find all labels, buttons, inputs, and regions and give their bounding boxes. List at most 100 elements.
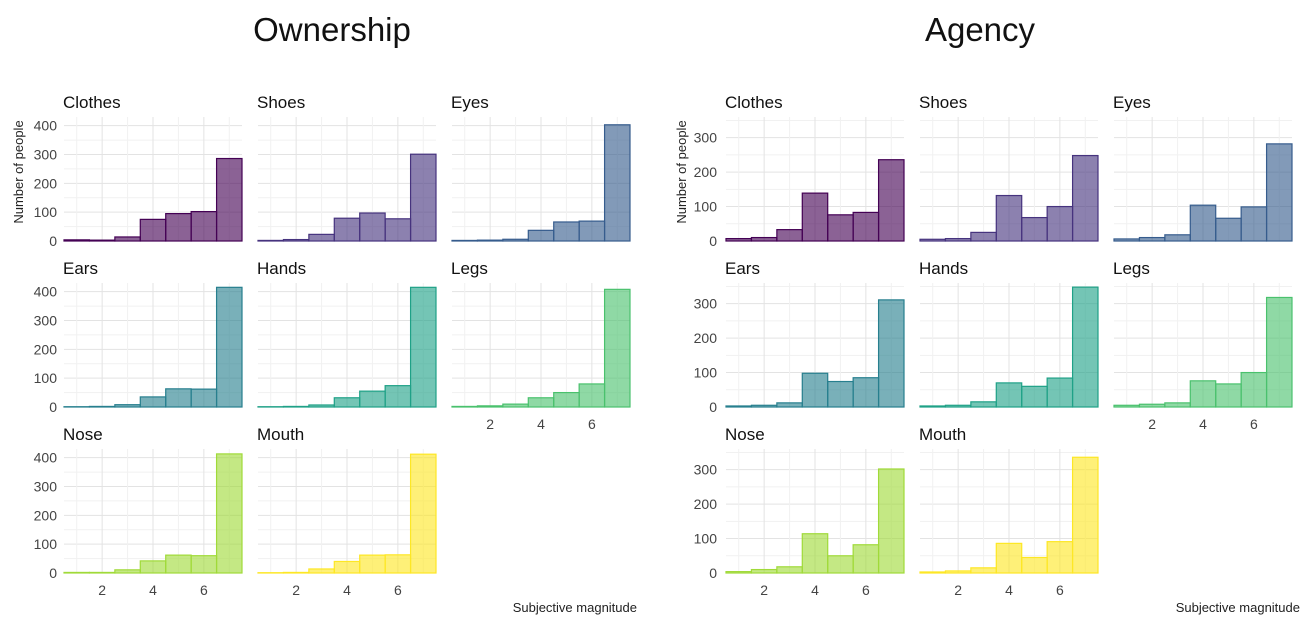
facet-clothes: Clothes 0 100 200 300 400 bbox=[34, 93, 243, 249]
bar bbox=[384, 554, 412, 574]
facet-label: Hands bbox=[257, 259, 306, 278]
bar bbox=[1071, 286, 1099, 408]
bar bbox=[409, 286, 437, 408]
bar bbox=[776, 566, 803, 574]
y-tick-label: 0 bbox=[49, 565, 57, 581]
x-tick-label: 2 bbox=[486, 416, 494, 432]
x-tick-label: 6 bbox=[200, 582, 208, 598]
facet-clothes: Clothes 0 100 200 300 bbox=[694, 93, 905, 249]
facet-label: Clothes bbox=[63, 93, 121, 112]
bar bbox=[1046, 541, 1074, 574]
bar bbox=[88, 239, 116, 242]
y-tick-label: 100 bbox=[34, 536, 58, 552]
bar bbox=[578, 383, 606, 408]
bar bbox=[165, 213, 192, 242]
facet-eyes: Eyes bbox=[451, 93, 631, 242]
bar bbox=[578, 220, 606, 242]
bar bbox=[877, 468, 905, 574]
y-tick-label: 0 bbox=[709, 233, 717, 249]
y-tick-label: 100 bbox=[34, 204, 58, 220]
x-tick-label: 2 bbox=[954, 582, 962, 598]
x-tick-label: 4 bbox=[1005, 582, 1013, 598]
bar bbox=[359, 554, 386, 574]
bar bbox=[995, 194, 1023, 242]
bar bbox=[750, 236, 778, 242]
y-axis-label: Number of people bbox=[674, 120, 689, 223]
bar bbox=[1021, 556, 1048, 574]
bar bbox=[1138, 236, 1166, 242]
bar bbox=[970, 401, 997, 408]
facet-label: Mouth bbox=[257, 425, 304, 444]
bar bbox=[827, 214, 854, 242]
bar bbox=[944, 570, 972, 574]
bar bbox=[114, 569, 141, 574]
facet-shoes: Shoes bbox=[919, 93, 1099, 242]
bar bbox=[827, 380, 854, 408]
x-tick-label: 4 bbox=[149, 582, 157, 598]
bar bbox=[409, 153, 437, 242]
bar bbox=[308, 233, 335, 242]
facet-label: Hands bbox=[919, 259, 968, 278]
bar bbox=[1164, 402, 1191, 408]
facet-eyes: Eyes bbox=[1113, 93, 1293, 242]
bar bbox=[995, 542, 1023, 574]
bar bbox=[1046, 377, 1074, 408]
y-tick-label: 300 bbox=[34, 478, 58, 494]
y-tick-label: 200 bbox=[694, 330, 718, 346]
bar bbox=[476, 405, 504, 408]
bar bbox=[409, 453, 437, 574]
facet-mouth: Mouth 2 4 6 bbox=[257, 425, 437, 598]
facet-label: Legs bbox=[451, 259, 488, 278]
x-axis-label: Subjective magnitude bbox=[1176, 600, 1300, 615]
y-axis-label: Number of people bbox=[11, 120, 26, 223]
bar bbox=[502, 238, 529, 242]
x-tick-label: 6 bbox=[862, 582, 870, 598]
x-tick-label: 2 bbox=[760, 582, 768, 598]
bar bbox=[1265, 296, 1293, 408]
y-tick-label: 0 bbox=[49, 399, 57, 415]
bar bbox=[852, 211, 880, 242]
x-tick-label: 6 bbox=[588, 416, 596, 432]
y-tick-label: 100 bbox=[694, 531, 718, 547]
bar bbox=[63, 239, 91, 242]
y-tick-label: 200 bbox=[34, 341, 58, 357]
bar bbox=[476, 239, 504, 242]
bar bbox=[1240, 371, 1268, 408]
bar bbox=[919, 238, 947, 242]
bar bbox=[1071, 154, 1099, 242]
bar bbox=[333, 560, 361, 574]
chart-ownership: Ownership Number of people Subjective magn… bbox=[11, 11, 637, 615]
bar bbox=[1021, 385, 1048, 408]
facet-hands: Hands bbox=[919, 259, 1099, 408]
bar bbox=[190, 388, 218, 408]
bar bbox=[919, 405, 947, 408]
bar bbox=[995, 382, 1023, 408]
y-tick-label: 400 bbox=[34, 450, 58, 466]
y-tick-label: 0 bbox=[709, 565, 717, 581]
bar bbox=[944, 237, 972, 242]
facet-label: Shoes bbox=[919, 93, 967, 112]
x-tick-label: 4 bbox=[811, 582, 819, 598]
y-tick-label: 400 bbox=[34, 118, 58, 134]
bar bbox=[282, 571, 310, 574]
bar bbox=[359, 390, 386, 408]
bar bbox=[1215, 217, 1242, 242]
y-tick-label: 0 bbox=[709, 399, 717, 415]
y-tick-label: 200 bbox=[34, 507, 58, 523]
bar bbox=[88, 405, 116, 408]
y-tick-label: 0 bbox=[49, 233, 57, 249]
facet-legs: Legs 2 4 6 bbox=[1113, 259, 1293, 432]
bar bbox=[1071, 456, 1099, 574]
bar bbox=[1046, 205, 1074, 242]
chart-agency: Agency Number of people Subjective magnitu… bbox=[674, 11, 1300, 615]
bar bbox=[919, 571, 947, 574]
y-tick-label: 100 bbox=[694, 199, 718, 215]
facet-ears: Ears 0 100 200 300 400 bbox=[34, 259, 243, 415]
bar bbox=[750, 404, 778, 408]
y-tick-label: 300 bbox=[694, 462, 718, 478]
bar bbox=[1113, 238, 1141, 242]
bar bbox=[139, 560, 167, 574]
bar bbox=[333, 217, 361, 242]
bar bbox=[215, 157, 243, 242]
